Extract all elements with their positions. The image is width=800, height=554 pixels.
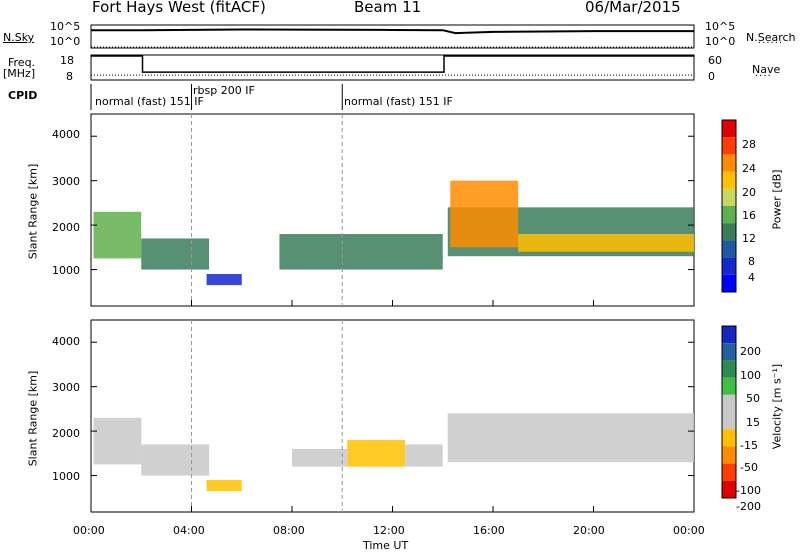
xtick-4: 16:00 xyxy=(473,524,505,537)
xtick-6: 00:00 xyxy=(673,524,705,537)
velocity-cbar-swatch-6 xyxy=(722,429,736,447)
freq-series-line xyxy=(91,55,694,73)
power-cbar-swatch-0 xyxy=(722,120,736,138)
nsky-label: N.Sky xyxy=(3,31,35,44)
nave-tick-high: 60 xyxy=(708,54,722,67)
nsky-tick-high: 10^5 xyxy=(50,20,81,33)
power-cbar-swatch-5 xyxy=(722,206,736,224)
cpid-segment-2: rbsp 200 IF xyxy=(193,84,255,97)
power-cbar-tick-28: 28 xyxy=(742,138,756,151)
power-cbar-tick-16: 16 xyxy=(742,209,756,222)
power-band-6 xyxy=(518,234,694,252)
velocity-band-5 xyxy=(405,444,443,467)
velocity-band-0 xyxy=(93,417,142,465)
velocity-cbar-swatch-1 xyxy=(722,343,736,361)
velocity-band-2 xyxy=(206,480,242,492)
freq-unit-label: [MHz] xyxy=(3,67,36,80)
velocity-cbar-swatch-0 xyxy=(722,326,736,344)
station-title: Fort Hays West (fitACF) xyxy=(92,0,266,16)
velocity-cbar-tick-m100: -100 xyxy=(736,484,761,497)
date-title: 06/Mar/2015 xyxy=(585,0,681,16)
beam-title: Beam 11 xyxy=(354,0,422,16)
power-cbar-frame xyxy=(721,119,737,293)
x-axis-label: Time UT xyxy=(363,539,409,552)
nsky-series-line xyxy=(91,28,694,35)
power-cbar-swatch-1 xyxy=(722,137,736,155)
xtick-0: 00:00 xyxy=(73,524,105,537)
velocity-cbar-frame xyxy=(721,325,737,499)
freq-tick-high: 18 xyxy=(60,54,74,67)
xtick-2: 08:00 xyxy=(273,524,305,537)
velocity-cbar-tick-m200: -200 xyxy=(736,500,761,513)
freq-tick-low: 8 xyxy=(66,70,73,83)
velocity-cbar-swatch-2 xyxy=(722,360,736,378)
velocity-ytick-1000: 1000 xyxy=(52,470,80,483)
xtick-5: 20:00 xyxy=(573,524,605,537)
velocity-band-4 xyxy=(347,440,406,467)
cpid-segment-1: normal (fast) 151 IF xyxy=(95,95,204,108)
power-band-3 xyxy=(279,234,443,270)
freq-label: Freq. xyxy=(8,56,36,69)
power-ytick-4000: 4000 xyxy=(52,128,80,141)
power-cbar-tick-12: 12 xyxy=(742,232,756,245)
power-ytick-2000: 2000 xyxy=(52,221,80,234)
velocity-band-6 xyxy=(447,413,694,463)
power-band-5 xyxy=(450,180,519,248)
nave-dots: ···· xyxy=(755,71,772,82)
nave-tick-low: 0 xyxy=(708,70,715,83)
nsearch-label: N.Search xyxy=(746,31,796,44)
velocity-cbar-swatch-4 xyxy=(722,394,736,412)
freq-panel-frame xyxy=(90,54,695,81)
power-cbar-tick-8: 8 xyxy=(748,255,755,268)
velocity-cbar-swatch-3 xyxy=(722,377,736,395)
power-cbar-swatch-4 xyxy=(722,188,736,206)
velocity-cbar-tick-100: 100 xyxy=(740,369,761,382)
velocity-cbar-swatch-7 xyxy=(722,446,736,464)
velocity-cbar-tick-200: 200 xyxy=(740,345,761,358)
velocity-cbar-swatch-9 xyxy=(722,480,736,498)
power-cbar-swatch-9 xyxy=(722,274,736,292)
power-cbar-tick-20: 20 xyxy=(742,186,756,199)
power-ytick-3000: 3000 xyxy=(52,175,80,188)
velocity-cbar-tick-50: 50 xyxy=(746,392,760,405)
power-band-1 xyxy=(141,238,210,270)
velocity-ytick-2000: 2000 xyxy=(52,427,80,440)
power-cbar-swatch-2 xyxy=(722,154,736,172)
nsearch-tick-low: 10^0 xyxy=(705,35,736,48)
velocity-cbar-swatch-8 xyxy=(722,463,736,481)
velocity-band-1 xyxy=(141,444,210,476)
nsky-tick-low: 10^0 xyxy=(50,35,81,48)
power-cbar-swatch-6 xyxy=(722,223,736,241)
cpid-label: CPID xyxy=(8,89,38,102)
velocity-cbar-tick-m50: -50 xyxy=(740,461,758,474)
power-band-2 xyxy=(206,274,242,286)
velocity-band-3 xyxy=(292,448,348,467)
velocity-cbar-swatch-5 xyxy=(722,412,736,430)
power-cbar-swatch-8 xyxy=(722,257,736,275)
velocity-ytick-4000: 4000 xyxy=(52,335,80,348)
velocity-cbar-tick-15: 15 xyxy=(746,416,760,429)
nsearch-tick-high: 10^5 xyxy=(705,20,736,33)
cpid-segment-3: normal (fast) 151 IF xyxy=(344,95,453,108)
xtick-1: 04:00 xyxy=(173,524,205,537)
nsky-panel-frame xyxy=(90,24,695,49)
nave-label: Nave xyxy=(752,63,781,76)
power-band-0 xyxy=(93,211,142,259)
xtick-3: 12:00 xyxy=(373,524,405,537)
velocity-ytick-3000: 3000 xyxy=(52,381,80,394)
power-ytick-1000: 1000 xyxy=(52,264,80,277)
power-cbar-swatch-3 xyxy=(722,171,736,189)
power-cbar-tick-4: 4 xyxy=(748,271,755,284)
nsearch-dots: ······ xyxy=(758,38,784,49)
power-cbar-swatch-7 xyxy=(722,240,736,258)
velocity-cbar-tick-m15: -15 xyxy=(740,439,758,452)
power-cbar-tick-24: 24 xyxy=(742,162,756,175)
